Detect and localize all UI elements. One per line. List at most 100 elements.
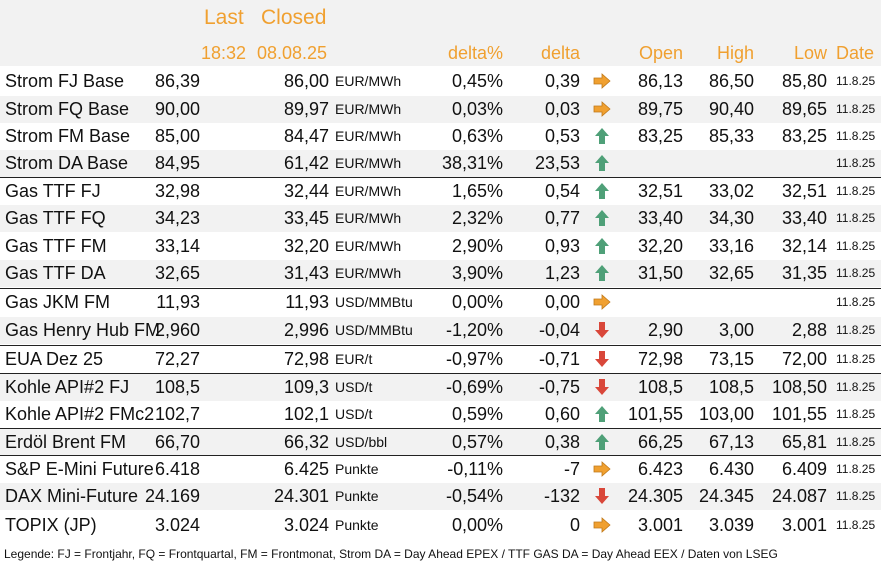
cell-closed: 86,00 — [283, 71, 329, 91]
header-delta-pct: delta% — [447, 43, 503, 63]
cell-closed: 33,45 — [283, 208, 329, 228]
arrow-right-icon — [593, 516, 611, 534]
cell-open: 72,98 — [637, 349, 683, 369]
cell-low: 33,40 — [781, 208, 827, 228]
cell-unit: Punkte — [335, 461, 379, 477]
cell-delta: 0,39 — [544, 71, 580, 91]
cell-low: 32,14 — [781, 236, 827, 256]
cell-open: 66,25 — [637, 432, 683, 452]
arrow-up-icon — [593, 209, 611, 227]
cell-delta-pct: 2,32% — [451, 208, 503, 228]
cell-high: 67,13 — [708, 432, 754, 452]
cell-delta: 0,53 — [544, 126, 580, 146]
table-row: Gas TTF FJ 32,98 32,44 EUR/MWh 1,65% 0,54 32,5… — [0, 177, 881, 205]
cell-last: 84,95 — [154, 153, 200, 173]
instrument-name: Erdöl Brent FM — [5, 432, 127, 452]
cell-delta-pct: 0,03% — [451, 99, 503, 119]
cell-last: 24.169 — [144, 486, 200, 506]
cell-delta-pct: 2,90% — [451, 236, 503, 256]
cell-high: 32,65 — [708, 263, 754, 283]
table-row: Gas TTF FM 33,14 32,20 EUR/MWh 2,90% 0,93 32,2… — [0, 233, 881, 260]
arrow-up-icon — [593, 127, 611, 145]
cell-delta: 0,60 — [544, 404, 580, 424]
cell-date: 11.8.25 — [836, 239, 876, 253]
instrument-name: Strom DA Base — [5, 153, 129, 173]
table-row: Strom FQ Base 90,00 89,97 EUR/MWh 0,03% 0,03 8… — [0, 96, 881, 123]
legend: Legende: FJ = Frontjahr, FQ = Frontquart… — [4, 547, 778, 561]
cell-date: 11.8.25 — [836, 295, 876, 309]
cell-unit: Punkte — [335, 517, 379, 533]
cell-low: 85,80 — [781, 71, 827, 91]
arrow-down-icon — [593, 487, 611, 505]
cell-closed: 32,44 — [283, 181, 329, 201]
table-row: Kohle API#2 FJ 108,5 109,3 USD/t -0,69% -0,75… — [0, 373, 881, 401]
header-last: Last — [204, 6, 244, 29]
instrument-name: Kohle API#2 FMc2 — [5, 404, 155, 424]
cell-date: 11.8.25 — [836, 323, 876, 337]
cell-closed: 11,93 — [285, 292, 329, 312]
cell-delta-pct: 0,45% — [451, 71, 503, 91]
cell-low: 2,88 — [791, 320, 827, 340]
cell-low: 24.087 — [771, 486, 827, 506]
cell-last: 108,5 — [154, 377, 200, 397]
header-delta: delta — [540, 43, 580, 63]
cell-open: 24.305 — [627, 486, 683, 506]
cell-unit: USD/t — [335, 379, 373, 395]
cell-date: 11.8.25 — [836, 380, 876, 394]
arrow-up-icon — [593, 237, 611, 255]
table-row: Strom FJ Base 86,39 86,00 EUR/MWh 0,45% 0,39 8… — [0, 68, 881, 95]
cell-last: 90,00 — [154, 99, 200, 119]
arrow-up-icon — [593, 433, 611, 451]
cell-unit: EUR/MWh — [335, 210, 402, 226]
cell-low: 72,00 — [781, 349, 827, 369]
cell-delta-pct: 0,00% — [451, 292, 503, 312]
cell-high: 34,30 — [708, 208, 754, 228]
cell-delta: -0,04 — [538, 320, 580, 340]
cell-unit: USD/MMBtu — [335, 322, 413, 338]
cell-date: 11.8.25 — [836, 352, 876, 366]
cell-closed: 84,47 — [283, 126, 329, 146]
cell-high: 3.039 — [708, 515, 754, 535]
arrow-up-icon — [593, 182, 611, 200]
instrument-name: S&P E-Mini Future — [5, 459, 154, 479]
cell-open: 32,20 — [637, 236, 683, 256]
cell-delta-pct: -0,97% — [445, 349, 503, 369]
cell-delta: -0,75 — [538, 377, 580, 397]
arrow-right-icon — [593, 100, 611, 118]
cell-low: 83,25 — [781, 126, 827, 146]
cell-date: 11.8.25 — [836, 184, 876, 198]
cell-delta: 0,00 — [544, 292, 580, 312]
table-row: Gas Henry Hub FM 2,960 2,996 USD/MMBtu -1,20… — [0, 317, 881, 344]
cell-date: 11.8.25 — [836, 518, 876, 532]
cell-last: 102,7 — [154, 404, 200, 424]
cell-high: 3,00 — [718, 320, 754, 340]
cell-last: 72,27 — [154, 349, 200, 369]
table-row: Gas TTF DA 32,65 31,43 EUR/MWh 3,90% 1,23 31,5… — [0, 260, 881, 287]
cell-date: 11.8.25 — [836, 129, 876, 143]
cell-delta-pct: 0,57% — [451, 432, 503, 452]
cell-date: 11.8.25 — [836, 102, 876, 116]
cell-delta: -7 — [563, 459, 580, 479]
table-row: Gas JKM FM 11,93 11,93 USD/MMBtu 0,00% 0,00 11… — [0, 288, 881, 316]
table-row: Erdöl Brent FM 66,70 66,32 USD/bbl 0,57% 0,38… — [0, 428, 881, 456]
header-low: Low — [793, 43, 827, 63]
cell-unit: EUR/MWh — [335, 155, 402, 171]
arrow-up-icon — [593, 264, 611, 282]
cell-date: 11.8.25 — [836, 156, 876, 170]
cell-delta-pct: 1,65% — [451, 181, 503, 201]
instrument-name: DAX Mini-Future — [5, 486, 139, 506]
cell-unit: EUR/MWh — [335, 265, 402, 281]
instrument-name: Kohle API#2 FJ — [5, 377, 130, 397]
cell-high: 33,02 — [708, 181, 754, 201]
cell-delta: 0,93 — [544, 236, 580, 256]
cell-closed: 72,98 — [283, 349, 329, 369]
header-closed: Closed — [261, 6, 327, 29]
cell-closed: 109,3 — [283, 377, 329, 397]
cell-closed: 89,97 — [283, 99, 329, 119]
cell-closed: 102,1 — [283, 404, 329, 424]
instrument-name: TOPIX (JP) — [5, 515, 97, 535]
cell-low: 65,81 — [781, 432, 827, 452]
cell-last: 66,70 — [154, 432, 200, 452]
table-header — [0, 0, 881, 66]
cell-date: 11.8.25 — [836, 462, 876, 476]
